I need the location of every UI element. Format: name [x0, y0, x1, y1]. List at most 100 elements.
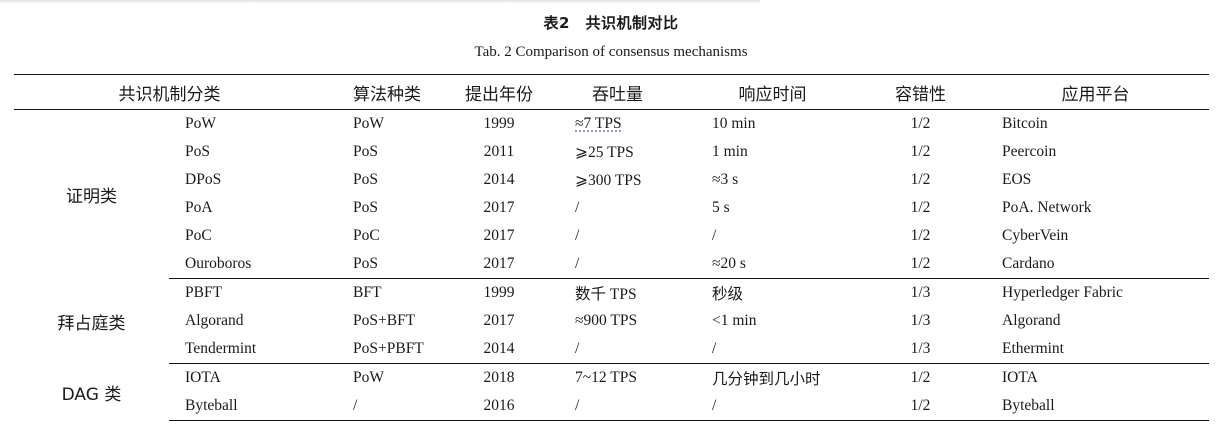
year-value: 2016 [483, 397, 515, 414]
consensus-comparison-table: 共识机制分类 算法种类 提出年份 吞吐量 响应时间 容错性 应用平台 证明类 Po… [14, 74, 1209, 421]
header-fault-tolerance: 容错性 [859, 74, 982, 110]
algorithm-cell: / [325, 392, 449, 421]
fault-tolerance-value: 1/3 [910, 312, 931, 329]
table-row: Byteball / 2016 / / 1/2 Byteball [14, 392, 1209, 421]
mechanism-cell: DPoS [169, 166, 325, 194]
throughput-cell: / [549, 222, 686, 250]
throughput-cell: 7~12 TPS [549, 364, 686, 393]
algorithm-value: PoS+BFT [353, 312, 416, 329]
year-value: 2011 [483, 143, 515, 160]
response-time-cell: 10 min [686, 110, 859, 139]
fault-tolerance-cell: 1/2 [859, 194, 982, 222]
mechanism-cell: PoW [169, 110, 325, 139]
response-time-value: 几分钟到几小时 [712, 371, 821, 388]
fault-tolerance-value: 1/2 [910, 143, 931, 160]
algorithm-value: BFT [353, 284, 382, 301]
fault-tolerance-cell: 1/2 [859, 138, 982, 166]
platform-value: Hyperledger Fabric [1002, 284, 1123, 301]
table-row: PoC PoC 2017 / / 1/2 CyberVein [14, 222, 1209, 250]
throughput-cell: / [549, 250, 686, 279]
platform-cell: Ethermint [982, 335, 1209, 364]
mechanism-value: IOTA [185, 369, 221, 386]
platform-cell: Hyperledger Fabric [982, 279, 1209, 308]
response-time-cell: 几分钟到几小时 [686, 364, 859, 393]
mechanism-value: PoC [185, 227, 212, 244]
category-cell: 拜占庭类 [57, 313, 126, 334]
response-time-value: 5 s [712, 199, 730, 216]
throughput-value: 7~12 TPS [575, 369, 637, 386]
header-year: 提出年份 [449, 74, 549, 110]
fault-tolerance-cell: 1/3 [859, 307, 982, 335]
table-caption-cn: 表2 共识机制对比 [543, 14, 679, 32]
throughput-cell: ⩾300 TPS [549, 166, 686, 194]
platform-value: Cardano [1002, 255, 1055, 272]
response-time-cell: / [686, 222, 859, 250]
throughput-cell: ≈900 TPS [549, 307, 686, 335]
response-time-cell: ≈3 s [686, 166, 859, 194]
platform-value: Ethermint [1002, 340, 1064, 357]
header-algorithm: 算法种类 [325, 74, 449, 110]
platform-cell: Cardano [982, 250, 1209, 279]
algorithm-value: PoW [353, 115, 384, 132]
response-time-value: 秒级 [712, 286, 744, 303]
year-cell: 2014 [449, 166, 549, 194]
algorithm-cell: PoC [325, 222, 449, 250]
cropped-text-edge [0, 0, 760, 4]
year-cell: 2011 [449, 138, 549, 166]
table-row: DPoS PoS 2014 ⩾300 TPS ≈3 s 1/2 EOS [14, 166, 1209, 194]
category-cell: DAG 类 [61, 384, 122, 405]
year-cell: 1999 [449, 279, 549, 308]
throughput-value: / [575, 255, 580, 272]
throughput-value: / [575, 340, 580, 357]
platform-cell: Algorand [982, 307, 1209, 335]
mechanism-cell: PoS [169, 138, 325, 166]
algorithm-cell: PoS [325, 194, 449, 222]
algorithm-value: PoS [353, 143, 378, 160]
platform-value: Byteball [1002, 397, 1055, 414]
platform-cell: EOS [982, 166, 1209, 194]
year-cell: 1999 [449, 110, 549, 139]
algorithm-cell: PoS [325, 138, 449, 166]
response-time-cell: <1 min [686, 307, 859, 335]
fault-tolerance-value: 1/2 [910, 227, 931, 244]
response-time-value: / [712, 397, 717, 414]
algorithm-value: PoW [353, 369, 384, 386]
algorithm-value: PoS [353, 255, 378, 272]
algorithm-value: PoC [353, 227, 380, 244]
algorithm-cell: PoS+BFT [325, 307, 449, 335]
table-row: Tendermint PoS+PBFT 2014 / / 1/3 Ethermint [14, 335, 1209, 364]
algorithm-cell: PoW [325, 110, 449, 139]
fault-tolerance-value: 1/3 [910, 340, 931, 357]
response-time-value: / [712, 227, 717, 244]
header-response-time: 响应时间 [686, 74, 859, 110]
fault-tolerance-value: 1/2 [910, 397, 931, 414]
throughput-cell: ≈7 TPS [549, 110, 686, 139]
platform-value: Peercoin [1002, 143, 1057, 160]
year-value: 2018 [483, 369, 515, 386]
algorithm-value: PoS [353, 171, 378, 188]
response-time-cell: / [686, 335, 859, 364]
year-cell: 2014 [449, 335, 549, 364]
mechanism-value: Byteball [185, 397, 238, 414]
year-value: 2017 [483, 199, 515, 216]
fault-tolerance-value: 1/3 [910, 284, 931, 301]
throughput-value: ⩾25 TPS [575, 143, 634, 161]
year-value: 2017 [483, 227, 515, 244]
table-row: 拜占庭类 PBFT BFT 1999 数千 TPS 秒级 1/3 Hyperledger Fa… [14, 279, 1209, 334]
algorithm-cell: BFT [325, 279, 449, 308]
header-throughput: 吞吐量 [549, 74, 686, 110]
header-category: 共识机制分类 [14, 74, 325, 110]
platform-cell: PoA. Network [982, 194, 1209, 222]
year-value: 2014 [483, 340, 515, 357]
mechanism-value: PoW [185, 115, 216, 132]
throughput-cell: / [549, 335, 686, 364]
response-time-cell: ≈20 s [686, 250, 859, 279]
year-value: 2017 [483, 312, 515, 329]
throughput-cell: ⩾25 TPS [549, 138, 686, 166]
table-row: DAG 类 IOTA PoW 2018 7~12 TPS 几分钟到几小时 1/2 IOTA [14, 364, 1209, 405]
algorithm-cell: PoS+PBFT [325, 335, 449, 364]
algorithm-cell: PoW [325, 364, 449, 393]
platform-cell: Peercoin [982, 138, 1209, 166]
fault-tolerance-value: 1/2 [910, 199, 931, 216]
response-time-value: ≈3 s [712, 171, 739, 188]
